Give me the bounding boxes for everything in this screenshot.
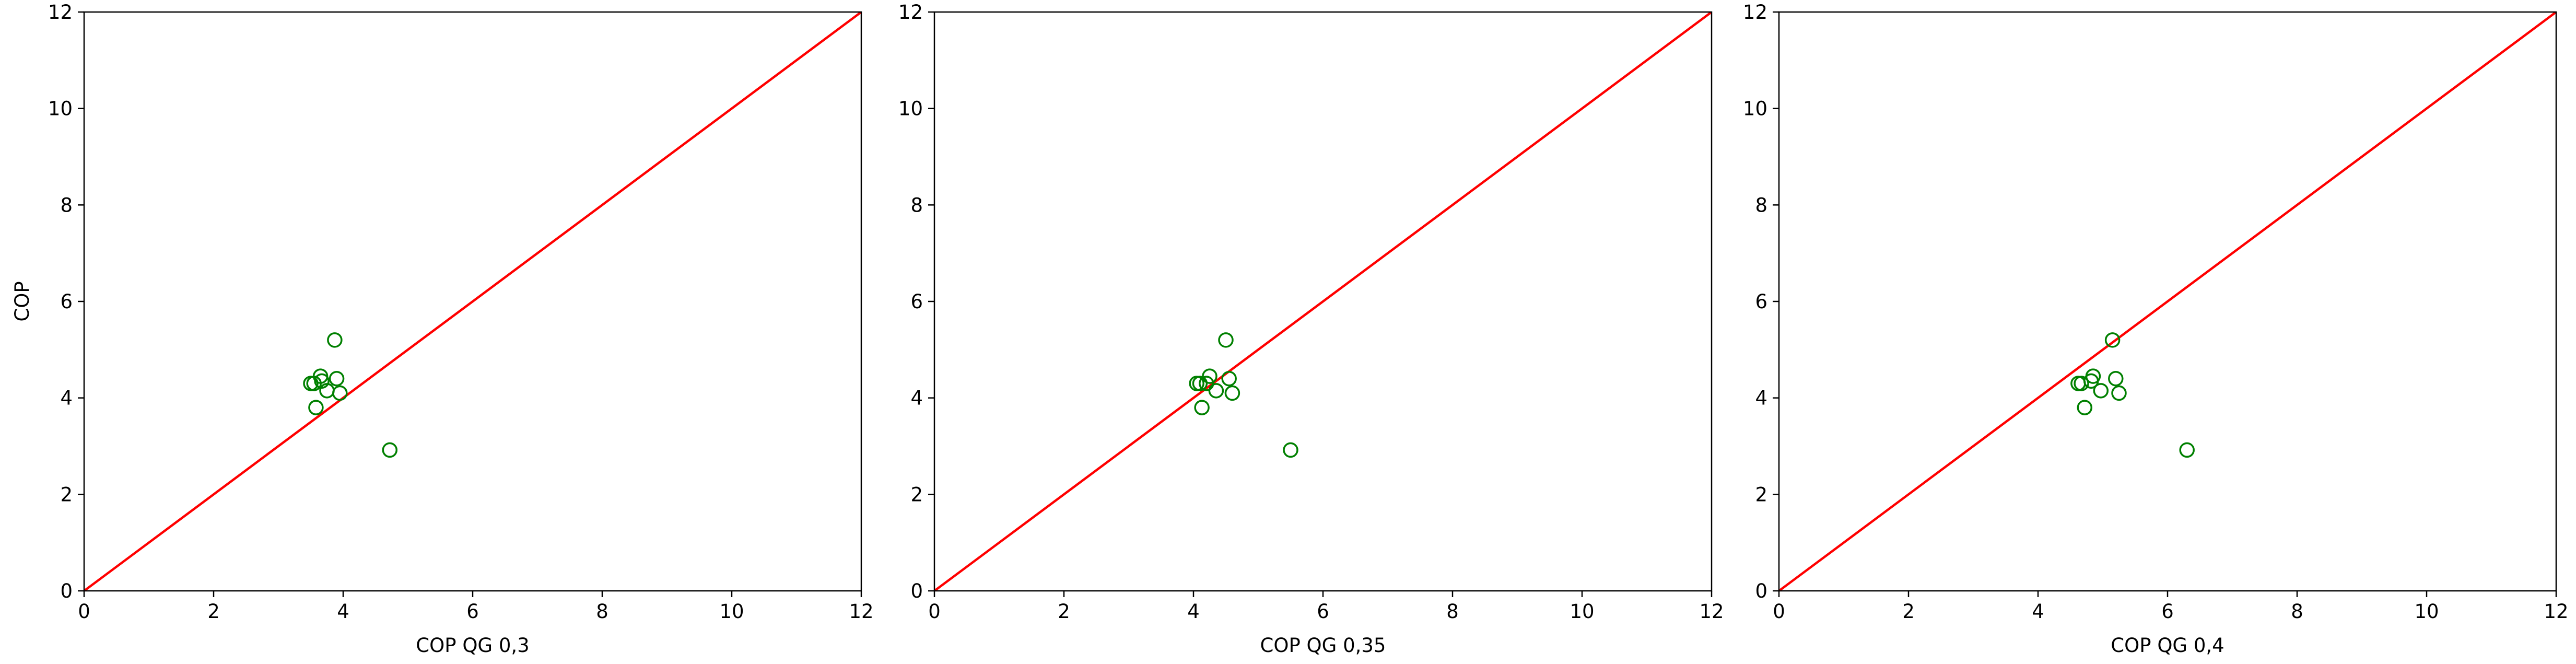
- x-tick-label: 10: [719, 600, 744, 623]
- data-point: [382, 442, 398, 458]
- x-tick-label: 0: [1773, 600, 1785, 623]
- y-tick-label: 0: [910, 580, 923, 602]
- subplot-1-y-ticks: 0 2 4 6 8 10 12: [48, 1, 84, 602]
- data-point: [1199, 376, 1214, 391]
- x-tick-label: 4: [2032, 600, 2044, 623]
- y-tick-label: 10: [1743, 98, 1767, 120]
- data-point: [2111, 385, 2127, 401]
- x-tick-label: 8: [1446, 600, 1459, 623]
- x-tick-label: 2: [1902, 600, 1915, 623]
- subplot-2-x-axis-label: COP QG 0,35: [1260, 634, 1386, 657]
- x-tick-label: 12: [849, 600, 873, 623]
- subplot-2-x-ticks: 0 2 4 6 8 10 12: [928, 591, 1724, 623]
- y-tick-label: 12: [898, 1, 923, 24]
- y-tick-label: 10: [898, 98, 923, 120]
- reference-line-y-equals-x: [934, 12, 1712, 591]
- data-point: [1221, 370, 1237, 387]
- data-point: [2179, 442, 2195, 458]
- subplot-2: 0 2 4 6 8 10 12 0 2 4 6 8 10 12 COP QG 0,35: [898, 1, 1724, 657]
- data-point: [2085, 368, 2101, 384]
- x-tick-label: 6: [2161, 600, 2174, 623]
- y-tick-label: 8: [1755, 194, 1767, 216]
- y-tick-label: 0: [1755, 580, 1767, 602]
- x-tick-label: 4: [1187, 600, 1200, 623]
- x-tick-label: 4: [337, 600, 349, 623]
- subplot-1-x-axis-label: COP QG 0,3: [416, 634, 529, 657]
- y-tick-label: 12: [1743, 1, 1767, 24]
- y-tick-label: 6: [60, 290, 73, 313]
- data-point: [2108, 370, 2124, 387]
- x-tick-label: 12: [1699, 600, 1724, 623]
- y-tick-label: 2: [910, 483, 923, 506]
- x-tick-label: 10: [2414, 600, 2439, 623]
- subplot-3: 0 2 4 6 8 10 12 0 2 4 6 8 10 12 COP QG 0,4: [1743, 1, 2569, 657]
- x-tick-label: 0: [928, 600, 941, 623]
- subplot-2-y-ticks: 0 2 4 6 8 10 12: [898, 1, 934, 602]
- data-point: [327, 332, 343, 348]
- data-point: [308, 400, 324, 415]
- y-tick-label: 2: [60, 483, 73, 506]
- y-tick-label: 6: [1755, 290, 1767, 313]
- x-tick-label: 0: [78, 600, 90, 623]
- data-point: [1194, 400, 1210, 415]
- x-tick-label: 8: [596, 600, 608, 623]
- data-point: [2093, 383, 2109, 399]
- y-tick-label: 4: [60, 387, 73, 410]
- reference-line-y-equals-x: [1779, 12, 2556, 591]
- data-point: [2077, 400, 2093, 415]
- subplot-1-y-axis-label: COP: [11, 281, 33, 321]
- data-point: [2104, 332, 2121, 348]
- x-tick-label: 12: [2544, 600, 2568, 623]
- subplot-1: 0 2 4 6 8 10 12 0 2 4 6 8 10 12 COP QG 0,3 COP: [11, 1, 874, 657]
- x-tick-label: 2: [1058, 600, 1070, 623]
- x-tick-label: 2: [207, 600, 220, 623]
- data-point: [1208, 383, 1224, 399]
- data-point: [1283, 442, 1298, 458]
- y-tick-label: 12: [48, 1, 73, 24]
- x-tick-label: 6: [1317, 600, 1329, 623]
- data-point: [2074, 376, 2089, 391]
- y-tick-label: 10: [48, 98, 73, 120]
- y-tick-label: 6: [910, 290, 923, 313]
- y-tick-label: 8: [60, 194, 73, 216]
- data-point: [1202, 368, 1217, 384]
- x-tick-label: 6: [466, 600, 479, 623]
- data-point: [1192, 376, 1208, 391]
- data-point: [332, 385, 348, 401]
- data-point: [1218, 332, 1234, 348]
- y-tick-label: 4: [1755, 387, 1767, 410]
- x-tick-label: 8: [2291, 600, 2303, 623]
- subplot-3-y-ticks: 0 2 4 6 8 10 12: [1743, 1, 1779, 602]
- subplot-1-x-ticks: 0 2 4 6 8 10 12: [78, 591, 874, 623]
- subplot-3-x-axis-label: COP QG 0,4: [2111, 634, 2224, 657]
- x-tick-label: 10: [1570, 600, 1594, 623]
- subplot-3-x-ticks: 0 2 4 6 8 10 12: [1773, 591, 2569, 623]
- y-tick-label: 2: [1755, 483, 1767, 506]
- data-point: [329, 370, 345, 387]
- y-tick-label: 8: [910, 194, 923, 216]
- y-tick-label: 4: [910, 387, 923, 410]
- data-point: [1224, 385, 1240, 401]
- y-tick-label: 0: [60, 580, 73, 602]
- reference-line-y-equals-x: [84, 12, 861, 591]
